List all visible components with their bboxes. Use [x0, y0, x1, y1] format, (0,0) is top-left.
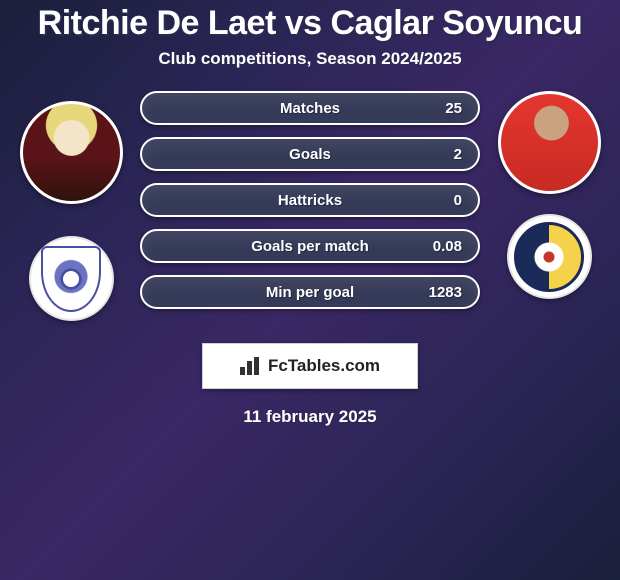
player-right-club-badge — [507, 214, 592, 299]
stat-label: Goals — [289, 146, 331, 163]
player-right-avatar — [498, 91, 601, 194]
left-player-column — [16, 91, 126, 321]
stat-row-hattricks: Hattricks 0 — [140, 183, 480, 217]
stat-value-right: 0.08 — [433, 238, 462, 255]
stat-row-matches: Matches 25 — [140, 91, 480, 125]
bar-chart-icon — [240, 357, 262, 375]
stat-value-right: 2 — [454, 146, 462, 163]
date-label: 11 february 2025 — [0, 407, 620, 427]
brand-label: FcTables.com — [268, 356, 380, 376]
brand-attribution[interactable]: FcTables.com — [202, 343, 418, 389]
player-left-avatar — [20, 101, 123, 204]
stat-label: Min per goal — [266, 284, 354, 301]
stat-label: Hattricks — [278, 192, 342, 209]
anderlecht-crest-icon — [41, 246, 101, 312]
stat-value-right: 0 — [454, 192, 462, 209]
comparison-row: Matches 25 Goals 2 Hattricks 0 Goals per… — [0, 91, 620, 321]
stat-row-goals-per-match: Goals per match 0.08 — [140, 229, 480, 263]
fenerbahce-crest-icon — [514, 222, 584, 292]
stat-row-min-per-goal: Min per goal 1283 — [140, 275, 480, 309]
subtitle: Club competitions, Season 2024/2025 — [0, 49, 620, 69]
right-player-column — [494, 91, 604, 299]
stat-label: Matches — [280, 100, 340, 117]
stats-list: Matches 25 Goals 2 Hattricks 0 Goals per… — [140, 91, 480, 309]
stat-value-right: 25 — [445, 100, 462, 117]
page-title: Ritchie De Laet vs Caglar Soyuncu — [0, 4, 620, 43]
stat-row-goals: Goals 2 — [140, 137, 480, 171]
stat-value-right: 1283 — [429, 284, 462, 301]
player-left-club-badge — [29, 236, 114, 321]
stat-label: Goals per match — [251, 238, 369, 255]
card-content: Ritchie De Laet vs Caglar Soyuncu Club c… — [0, 0, 620, 580]
